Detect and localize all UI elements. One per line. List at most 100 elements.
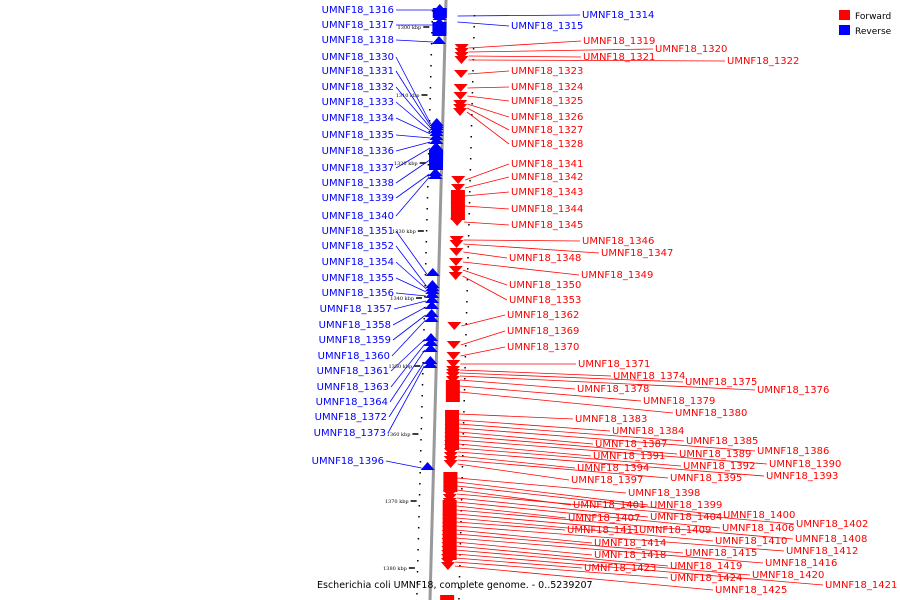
reverse-gene-glyph [424,301,439,309]
forward-connector [459,385,642,402]
forward-gene-label: UMNF18_1346 [582,236,654,247]
forward-gene-label: UMNF18_1393 [766,471,838,482]
position-dot [421,384,424,386]
position-dot [430,43,433,45]
reverse-connector [395,86,431,129]
forward-gene-label: UMNF18_1378 [577,384,649,395]
position-dot [431,21,433,23]
reverse-connector [387,365,425,434]
reverse-gene-glyph [425,286,440,294]
position-dot [463,389,466,391]
forward-gene-label: UMNF18_1326 [511,112,583,123]
reverse-gene-label: UMNF18_1317 [322,20,394,31]
forward-gene-label: UMNF18_1401 [573,500,645,511]
forward-gene-label: UMNF18_1324 [511,82,583,93]
position-dot [462,422,465,424]
forward-gene-label: UMNF18_1420 [752,570,824,581]
reverse-gene-label: UMNF18_1360 [318,351,390,362]
forward-gene-glyph [446,352,461,360]
forward-gene-label: UMNF18_1421 [825,580,897,591]
forward-connector [459,379,576,390]
reverse-connector [395,56,432,125]
forward-gene-glyph [448,272,463,280]
forward-connector [458,443,592,457]
reverse-gene-label: UMNF18_1338 [322,178,394,189]
forward-connector [460,346,506,357]
forward-connector [464,176,510,189]
forward-gene-glyph [454,70,469,78]
position-dot [427,186,429,188]
forward-gene-glyph [446,360,461,368]
position-dot [422,373,424,375]
forward-gene-glyph [453,92,468,100]
forward-connector [456,497,649,518]
forward-gene-glyph [443,460,458,468]
forward-connector [458,431,594,445]
position-dot [420,417,423,419]
position-dot [420,428,423,430]
reverse-gene-glyph [431,36,446,44]
reverse-gene-label: UMNF18_1352 [322,241,394,252]
forward-gene-label: UMNF18_1362 [507,310,579,321]
forward-gene-label: UMNF18_1386 [757,446,829,457]
forward-gene-label: UMNF18_1418 [594,550,666,561]
position-dot [417,527,420,529]
reverse-gene-label: UMNF18_1331 [322,66,394,77]
reverse-gene-label: UMNF18_1333 [322,97,394,108]
reverse-gene-label: UMNF18_1332 [322,82,394,93]
reverse-connector [395,245,427,287]
reverse-gene-label: UMNF18_1315 [511,21,583,32]
position-dot [428,120,431,122]
forward-gene-glyph [451,176,466,184]
forward-gene-glyphs [440,44,469,600]
reverse-connector [392,306,427,326]
reverse-gene-label: UMNF18_1354 [322,257,394,268]
reverse-gene-glyph [420,462,435,470]
reverse-gene-label: UMNF18_1358 [319,320,391,331]
forward-gene-label: UMNF18_1392 [683,461,755,472]
forward-connector [455,549,751,576]
reverse-gene-label: UMNF18_1357 [320,304,392,315]
position-dot [418,516,420,518]
forward-connector [459,375,756,391]
forward-gene-block [445,380,460,402]
forward-gene-label: UMNF18_1328 [511,139,583,150]
position-dot [465,334,467,336]
reverse-gene-block [432,8,447,18]
position-dot [416,593,418,595]
position-dot [419,472,421,474]
reverse-gene-label: UMNF18_1372 [315,412,387,423]
forward-gene-label: UMNF18_1399 [650,500,722,511]
forward-gene-label: UMNF18_1344 [511,204,583,215]
reverse-gene-glyph [424,333,439,341]
position-dot [464,367,466,369]
forward-connector [467,70,510,75]
position-dot [424,296,426,298]
reverse-gene-glyph [428,171,443,179]
forward-gene-label: UMNF18_1414 [594,538,666,549]
reverse-connector [389,349,426,403]
reverse-connector [395,176,430,217]
forward-gene-glyph [449,248,464,256]
forward-connector [455,533,684,554]
position-dot [425,241,428,243]
position-dot [419,461,422,463]
forward-connector [461,314,506,327]
forward-connector [456,505,567,519]
position-dot [458,587,460,589]
forward-connector [466,107,510,131]
position-dot [416,571,419,573]
forward-gene-label: UMNF18_1349 [581,270,653,281]
reverse-connector [457,21,510,27]
forward-gene-glyph [449,258,464,266]
position-dot [466,301,468,303]
forward-connector [455,541,593,556]
legend-label-reverse: Reverse [855,27,892,37]
forward-connector [454,561,669,579]
forward-gene-label: UMNF18_1375 [685,377,757,388]
forward-connector [455,529,593,544]
forward-connector [466,111,510,145]
forward-gene-label: UMNF18_1369 [507,326,579,337]
reverse-gene-label: UMNF18_1339 [322,193,394,204]
